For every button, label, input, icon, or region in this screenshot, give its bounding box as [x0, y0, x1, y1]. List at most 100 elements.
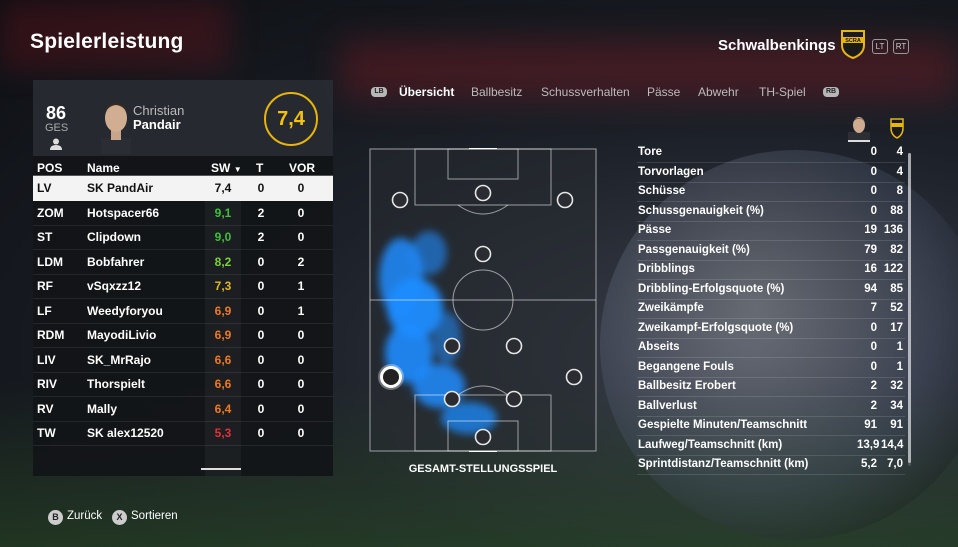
- stat-label: Zweikampf-Erfolgsquote (%): [638, 321, 794, 334]
- player-avatar-icon: [848, 117, 870, 142]
- stat-row: Laufweg/Teamschnitt (km) 13,9 14,4: [637, 436, 905, 456]
- stat-player-value: 0: [870, 341, 877, 353]
- stat-team-value: 85: [890, 282, 903, 295]
- stat-row: Pässe 19 136: [637, 221, 905, 241]
- stat-player-value: 0: [870, 146, 877, 158]
- row-position: ZOM: [37, 205, 64, 220]
- row-assists: 0: [297, 205, 305, 220]
- stat-label: Gespielte Minuten/Teamschnitt: [638, 419, 808, 431]
- rb-bumper-button[interactable]: RB: [823, 87, 839, 97]
- row-player-name: MayodiLivio: [87, 328, 157, 342]
- rating-column-highlight: [205, 176, 241, 476]
- teammate-marker: [391, 191, 409, 209]
- overall-label: GES: [45, 122, 69, 134]
- tab-goalkeeping[interactable]: TH-Spiel: [759, 85, 806, 99]
- stats-scroll-thumb[interactable]: [908, 153, 911, 463]
- row-goals: 0: [257, 401, 265, 416]
- tab-shooting[interactable]: Schussverhalten: [541, 85, 630, 99]
- stat-player-value: 16: [864, 263, 877, 275]
- stat-team-value: 34: [890, 399, 903, 412]
- row-goals: 0: [257, 254, 265, 269]
- background-ball: [600, 150, 958, 540]
- stat-row: Begangene Fouls 0 1: [637, 358, 905, 378]
- column-header-pos[interactable]: POS: [37, 161, 63, 175]
- tab-passing[interactable]: Pässe: [647, 85, 681, 99]
- row-player-name: SK_MrRajo: [87, 352, 152, 367]
- row-player-name: vSqxzz12: [87, 279, 142, 293]
- row-assists: 0: [297, 426, 305, 440]
- stat-team-value: 8: [896, 185, 903, 197]
- stat-team-value: 136: [883, 224, 903, 236]
- match-rating-badge: 7,4: [264, 92, 318, 146]
- table-row[interactable]: RIV Thorspielt 6,6 0 0: [33, 372, 333, 397]
- stat-row: Ballbesitz Erobert 2 32: [637, 377, 905, 397]
- stat-row: Schüsse 0 8: [637, 182, 905, 202]
- person-icon: [50, 138, 62, 150]
- lt-trigger-button[interactable]: LT: [872, 39, 888, 54]
- stat-row: Zweikämpfe 7 52: [637, 299, 905, 319]
- stat-label: Ballbesitz Erobert: [638, 380, 736, 392]
- row-goals: 0: [257, 328, 265, 342]
- sort-indicator: [201, 468, 241, 470]
- row-rating: 5,3: [214, 426, 232, 440]
- table-row[interactable]: RV Mally 6,4 0 0: [33, 397, 333, 422]
- stat-row: Zweikampf-Erfolgsquote (%) 0 17: [637, 319, 905, 339]
- column-header-goals[interactable]: T: [256, 161, 264, 175]
- row-position: RV: [37, 401, 54, 416]
- crest-text: SCRA: [845, 38, 861, 44]
- row-goals: 0: [257, 377, 265, 391]
- column-header-name[interactable]: Name: [87, 161, 120, 175]
- table-row[interactable]: LV SK PandAir 7,4 0 0: [33, 176, 333, 201]
- teammate-marker: [474, 245, 492, 263]
- row-rating: 9,0: [214, 230, 232, 244]
- stat-team-value: 4: [896, 146, 903, 158]
- stat-label: Passgenauigkeit (%): [638, 243, 750, 256]
- table-row[interactable]: LIV SK_MrRajo 6,6 0 0: [33, 348, 333, 373]
- column-header-rating[interactable]: SW ▼: [211, 161, 242, 175]
- stat-row: Abseits 0 1: [637, 338, 905, 358]
- team-crest-small-icon: [890, 118, 904, 139]
- tab-overview[interactable]: Übersicht: [399, 85, 455, 99]
- table-row[interactable]: ZOM Hotspacer66 9,1 2 0: [33, 201, 333, 226]
- stats-column-icons: [846, 116, 906, 147]
- row-player-name: Clipdown: [87, 230, 141, 244]
- player-header: 86 GES Christian Pandair 7,4: [33, 80, 333, 156]
- row-goals: 2: [257, 205, 265, 220]
- table-row[interactable]: TW SK alex12520 5,3 0 0: [33, 421, 333, 446]
- stat-team-value: 91: [890, 419, 903, 431]
- column-header-assists[interactable]: VOR: [289, 161, 316, 175]
- stat-label: Schüsse: [638, 185, 686, 197]
- row-position: LIV: [37, 352, 56, 367]
- teammate-marker: [443, 337, 461, 355]
- tab-defense[interactable]: Abwehr: [698, 85, 739, 99]
- stat-player-value: 13,9: [857, 438, 880, 451]
- sort-hint[interactable]: Sortieren: [131, 510, 178, 522]
- table-row[interactable]: LDM Bobfahrer 8,2 0 2: [33, 250, 333, 275]
- row-player-name: Mally: [87, 401, 118, 416]
- stat-team-value: 82: [890, 243, 903, 256]
- stat-player-value: 5,2: [861, 458, 877, 470]
- row-assists: 0: [297, 401, 305, 416]
- header-divider: [33, 175, 333, 176]
- back-hint[interactable]: Zurück: [67, 510, 103, 522]
- lb-bumper-button[interactable]: LB: [371, 87, 387, 97]
- stat-label: Dribblings: [638, 263, 695, 275]
- stat-row: Dribblings 16 122: [637, 260, 905, 280]
- table-row[interactable]: RF vSqxzz12 7,3 0 1: [33, 274, 333, 299]
- row-position: RDM: [37, 328, 65, 342]
- stats-scrollbar[interactable]: [908, 153, 911, 466]
- x-button-icon[interactable]: X: [112, 510, 127, 525]
- row-position: LV: [37, 181, 52, 195]
- stat-label: Pässe: [638, 224, 672, 236]
- table-row[interactable]: LF Weedyforyou 6,9 0 1: [33, 299, 333, 324]
- tab-possession[interactable]: Ballbesitz: [471, 85, 523, 99]
- stat-label: Torvorlagen: [638, 165, 704, 178]
- stat-player-value: 0: [870, 204, 877, 217]
- b-button-icon[interactable]: B: [48, 510, 63, 525]
- rt-trigger-button[interactable]: RT: [893, 39, 909, 54]
- teammate-marker: [565, 368, 583, 386]
- table-row[interactable]: RDM MayodiLivio 6,9 0 0: [33, 323, 333, 348]
- stat-player-value: 94: [864, 282, 877, 295]
- sort-desc-icon: ▼: [233, 165, 242, 174]
- table-row[interactable]: ST Clipdown 9,0 2 0: [33, 225, 333, 250]
